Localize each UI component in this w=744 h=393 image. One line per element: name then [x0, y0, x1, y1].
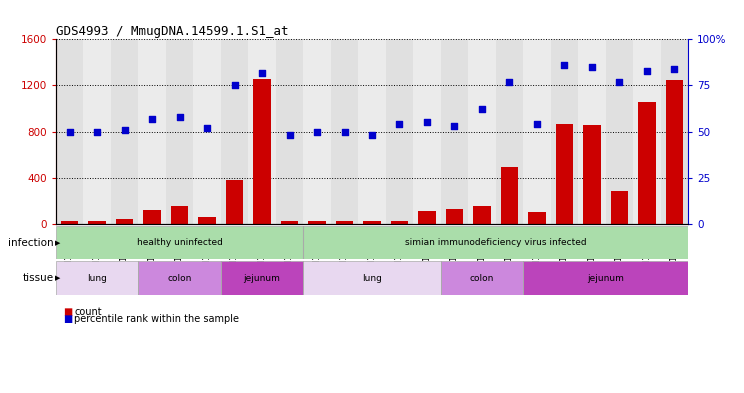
Point: [586, 64, 598, 70]
Bar: [496, 39, 523, 224]
Bar: [56, 226, 304, 259]
Bar: [385, 39, 413, 224]
Bar: [633, 39, 661, 224]
Text: ■: ■: [63, 307, 72, 318]
Bar: [138, 39, 166, 224]
Bar: [276, 39, 304, 224]
Bar: [528, 213, 546, 224]
Bar: [225, 180, 243, 224]
Point: [421, 119, 433, 125]
Bar: [111, 39, 138, 224]
Point: [339, 129, 350, 135]
Bar: [308, 220, 326, 224]
Text: count: count: [74, 307, 102, 318]
Bar: [391, 220, 408, 224]
Point: [394, 121, 405, 127]
Bar: [304, 39, 331, 224]
Bar: [83, 39, 111, 224]
Bar: [666, 80, 684, 224]
Bar: [606, 39, 633, 224]
Bar: [661, 39, 688, 224]
Bar: [138, 261, 221, 295]
Text: tissue: tissue: [22, 273, 54, 283]
Bar: [56, 261, 138, 295]
Bar: [193, 39, 221, 224]
Bar: [331, 39, 359, 224]
Point: [283, 132, 295, 138]
Bar: [253, 79, 271, 224]
Bar: [578, 39, 606, 224]
Bar: [611, 191, 629, 224]
Point: [559, 62, 571, 68]
Point: [228, 82, 240, 88]
Text: colon: colon: [469, 274, 494, 283]
Point: [91, 129, 103, 135]
Text: ■: ■: [63, 314, 72, 324]
Bar: [440, 39, 468, 224]
Bar: [280, 220, 298, 224]
Point: [449, 123, 461, 129]
Point: [669, 66, 681, 72]
Point: [641, 68, 653, 74]
Text: percentile rank within the sample: percentile rank within the sample: [74, 314, 240, 324]
Bar: [440, 261, 523, 295]
Bar: [523, 261, 688, 295]
Bar: [501, 167, 519, 224]
Text: lung: lung: [87, 274, 107, 283]
Bar: [166, 39, 193, 224]
Text: simian immunodeficiency virus infected: simian immunodeficiency virus infected: [405, 238, 586, 247]
Point: [256, 70, 268, 76]
Point: [504, 79, 516, 85]
Bar: [115, 219, 133, 224]
Text: healthy uninfected: healthy uninfected: [137, 238, 222, 247]
Point: [366, 132, 378, 138]
Bar: [143, 210, 161, 224]
Bar: [56, 39, 83, 224]
Text: colon: colon: [167, 274, 192, 283]
Bar: [221, 261, 304, 295]
Bar: [413, 39, 440, 224]
Bar: [304, 261, 440, 295]
Bar: [248, 39, 276, 224]
Bar: [446, 209, 464, 224]
Bar: [556, 123, 574, 224]
Bar: [418, 211, 436, 224]
Point: [614, 79, 626, 85]
Bar: [60, 220, 78, 224]
Bar: [363, 220, 381, 224]
Bar: [473, 206, 491, 224]
Text: jejunum: jejunum: [243, 274, 280, 283]
Point: [476, 107, 488, 113]
Text: GDS4993 / MmugDNA.14599.1.S1_at: GDS4993 / MmugDNA.14599.1.S1_at: [56, 25, 289, 38]
Bar: [336, 220, 353, 224]
Point: [201, 125, 213, 131]
Bar: [304, 226, 688, 259]
Text: jejunum: jejunum: [587, 274, 624, 283]
Bar: [221, 39, 248, 224]
Point: [531, 121, 543, 127]
Bar: [170, 206, 188, 224]
Bar: [468, 39, 496, 224]
Bar: [198, 217, 216, 224]
Text: ▶: ▶: [55, 240, 60, 246]
Point: [118, 127, 130, 133]
Point: [63, 129, 75, 135]
Text: infection: infection: [8, 238, 54, 248]
Text: ▶: ▶: [55, 275, 60, 281]
Bar: [583, 125, 601, 224]
Point: [311, 129, 323, 135]
Bar: [638, 102, 656, 224]
Bar: [551, 39, 578, 224]
Text: lung: lung: [362, 274, 382, 283]
Bar: [88, 220, 106, 224]
Bar: [523, 39, 551, 224]
Point: [173, 114, 185, 120]
Point: [146, 116, 158, 122]
Bar: [359, 39, 385, 224]
